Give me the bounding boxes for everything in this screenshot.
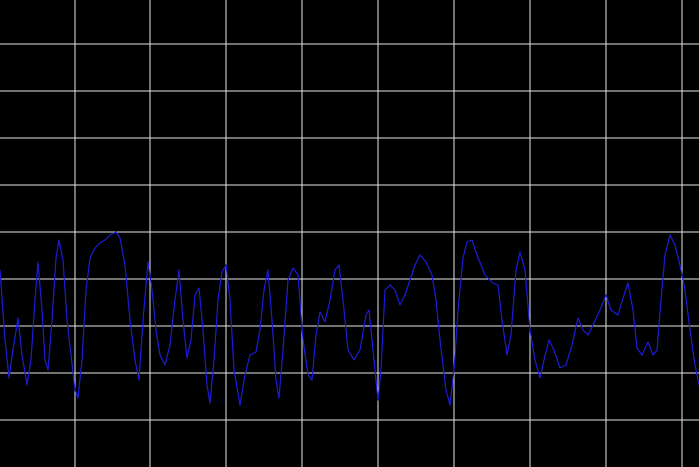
data-line xyxy=(0,231,699,406)
